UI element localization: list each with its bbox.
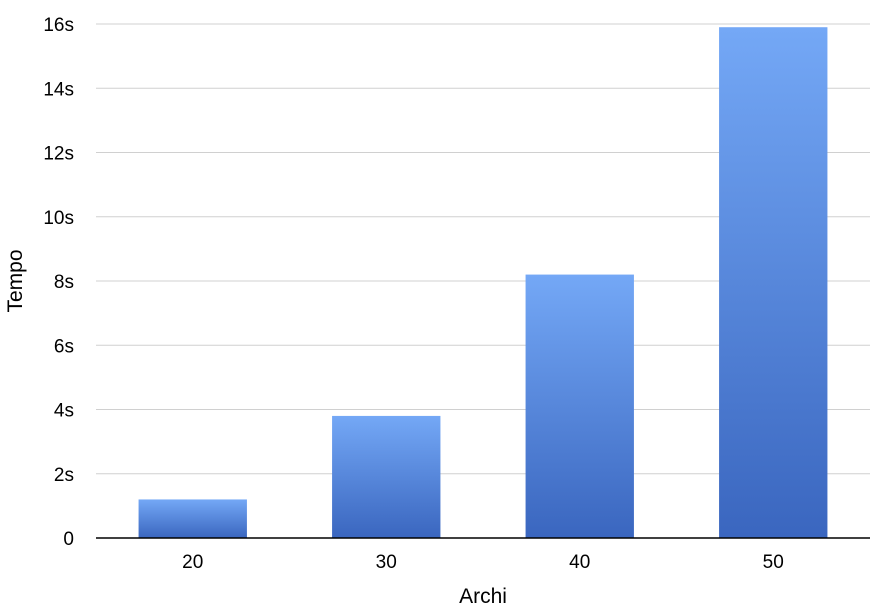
bars (138, 27, 828, 539)
x-tick-label: 30 (376, 552, 397, 573)
y-tick-label: 2s (54, 465, 74, 486)
x-tick-label: 40 (569, 552, 590, 573)
x-axis-title: Archi (459, 585, 507, 608)
bar-20 (138, 499, 247, 538)
bar-50 (719, 27, 828, 539)
y-tick-label: 10s (43, 208, 74, 229)
gridlines (96, 23, 870, 475)
y-tick-label: 0 (63, 529, 74, 550)
x-tick-label: 50 (763, 552, 784, 573)
x-tick-label: 20 (182, 552, 203, 573)
y-tick-label: 6s (54, 336, 74, 357)
y-tick-label: 14s (43, 79, 74, 100)
bar-30 (332, 415, 441, 538)
y-axis-ticks: 0 2s 4s 6s 8s 10s 12s 14s 16s (43, 15, 74, 550)
y-axis-title: Tempo (4, 249, 27, 312)
bar-40 (525, 274, 634, 538)
y-tick-label: 4s (54, 401, 74, 422)
y-tick-label: 12s (43, 144, 74, 165)
y-tick-label: 8s (54, 272, 74, 293)
y-tick-label: 16s (43, 15, 74, 36)
x-axis-ticks: 20 30 40 50 (182, 552, 784, 573)
